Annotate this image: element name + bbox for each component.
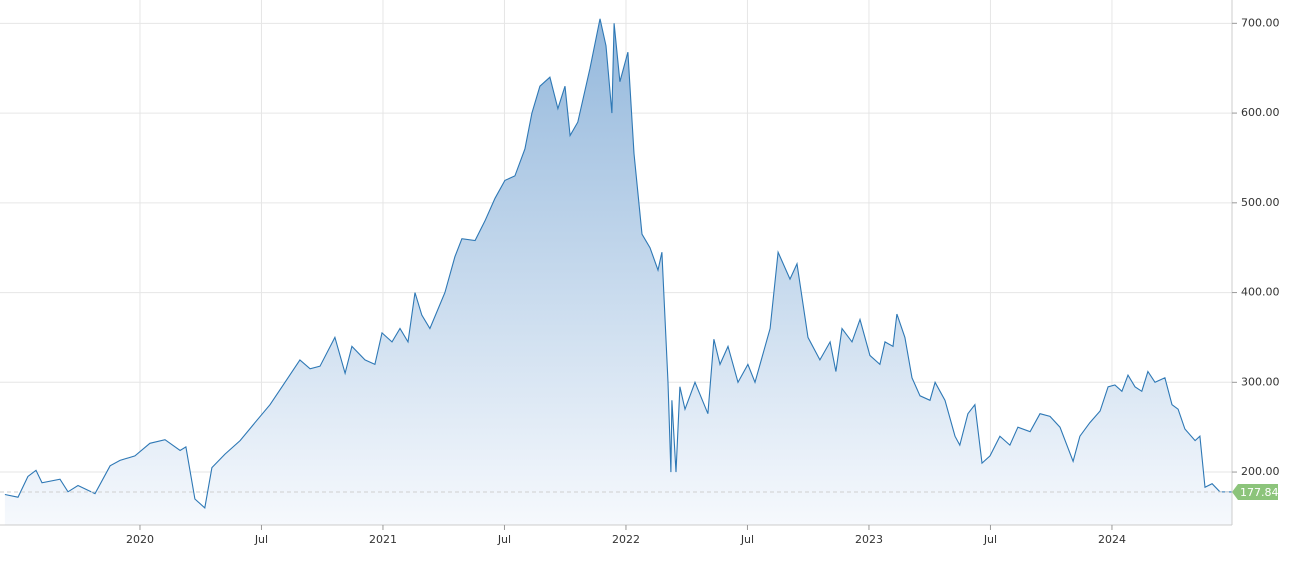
y-tick-label: 500.00 (1241, 196, 1280, 209)
x-tick-label: Jul (497, 533, 511, 546)
x-tick-label: Jul (254, 533, 268, 546)
y-tick-label: 400.00 (1241, 286, 1280, 299)
x-tick-label: 2022 (612, 533, 640, 546)
x-tick-label: 2021 (369, 533, 397, 546)
x-tick-label: 2024 (1098, 533, 1126, 546)
x-tick-label: 2023 (855, 533, 883, 546)
y-tick-label: 300.00 (1241, 375, 1280, 388)
last-price-label: 177.84 (1240, 486, 1279, 499)
x-tick-label: Jul (983, 533, 997, 546)
y-tick-label: 200.00 (1241, 465, 1280, 478)
line (4, 18, 1233, 509)
x-tick-label: 2020 (126, 533, 154, 546)
x-tick-label: Jul (740, 533, 754, 546)
y-tick-label: 600.00 (1241, 106, 1280, 119)
last-price-tag (1232, 483, 1278, 500)
y-tick-label: 700.00 (1241, 16, 1280, 29)
